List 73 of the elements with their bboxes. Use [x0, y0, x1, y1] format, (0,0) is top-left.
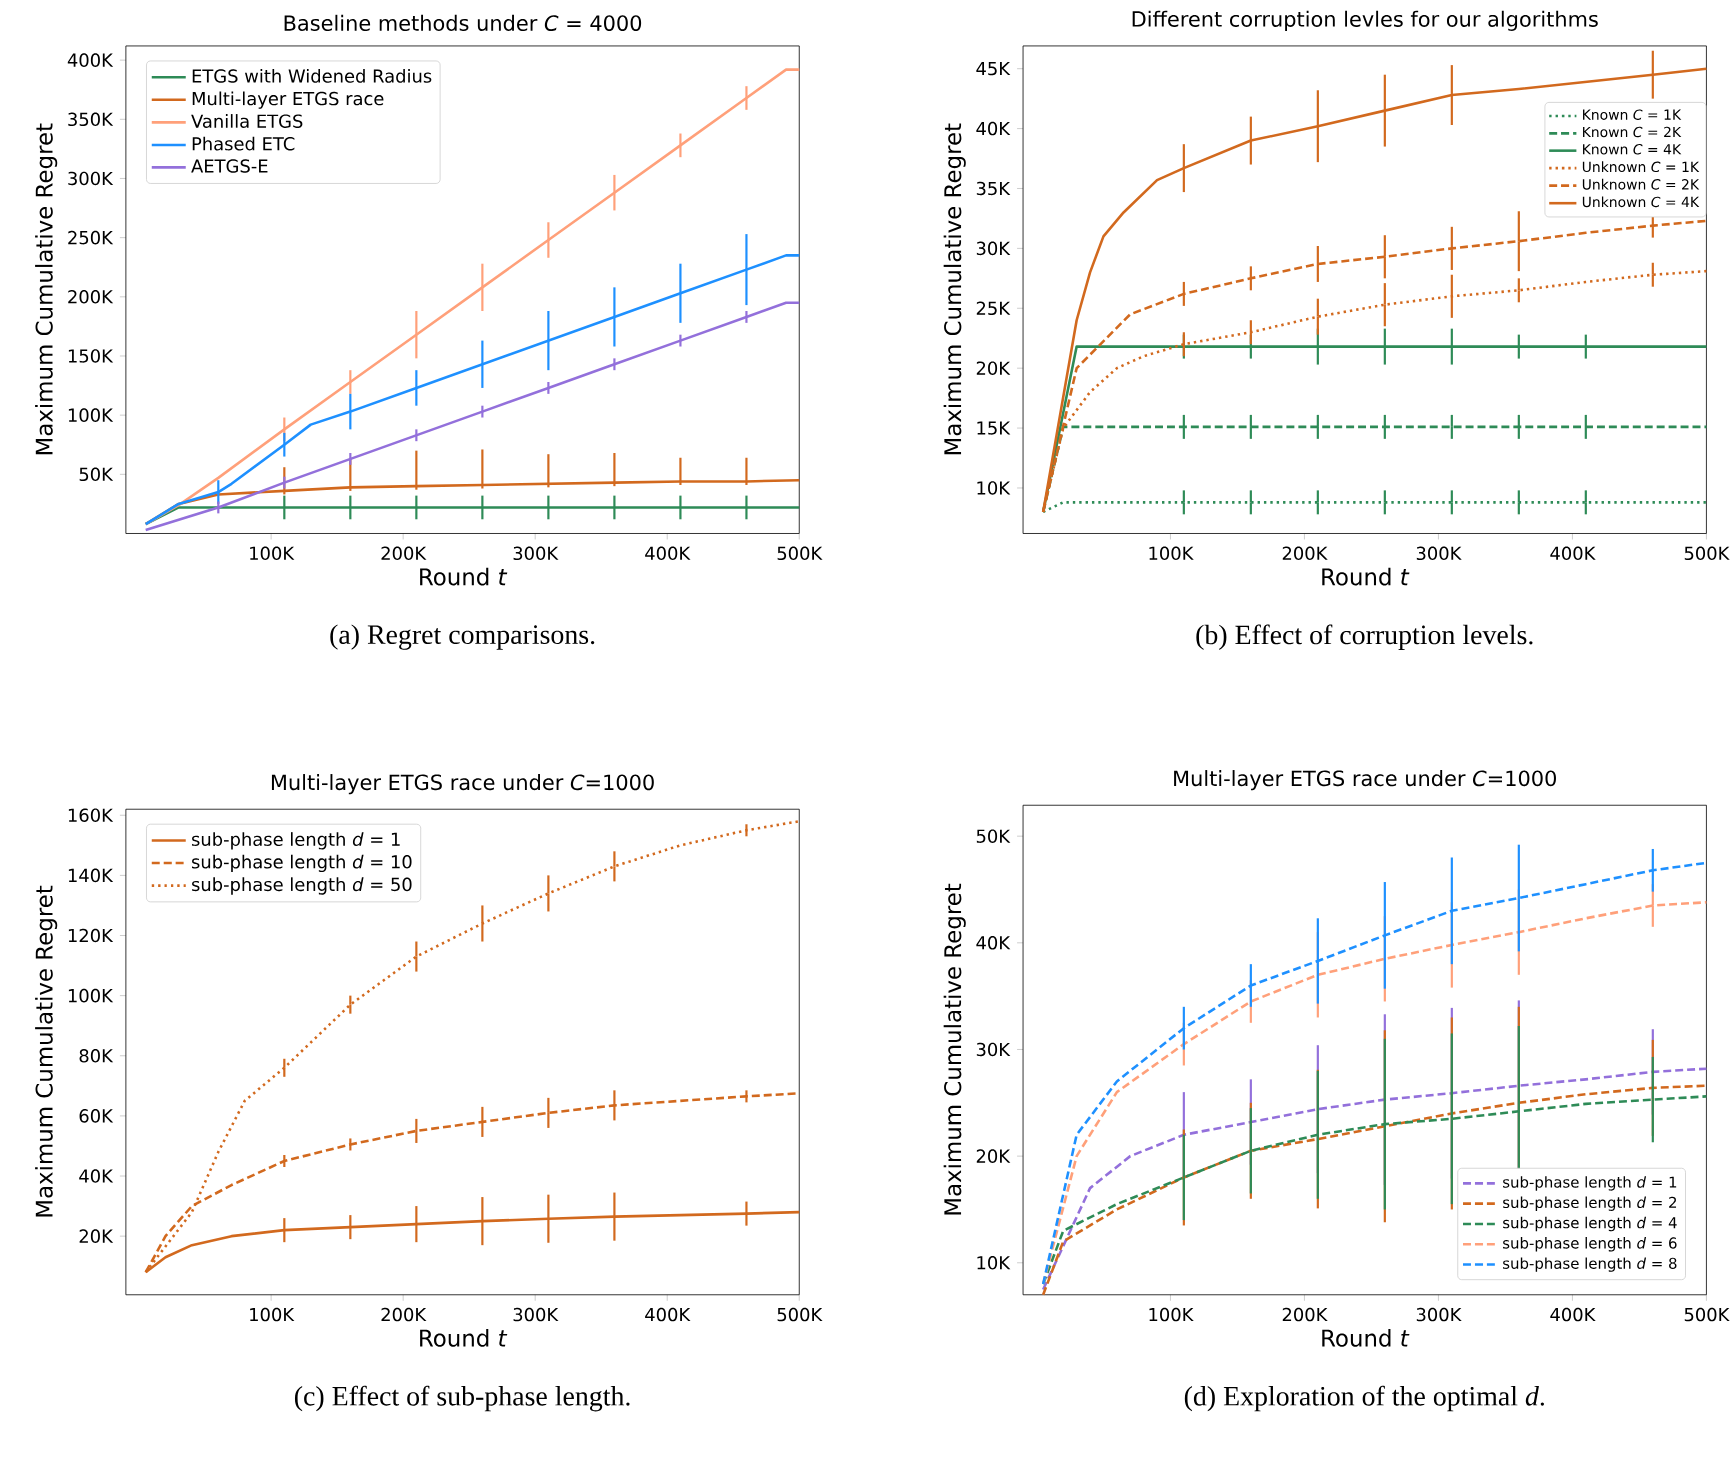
x-tick-label: 200K: [381, 1307, 427, 1322]
y-tick-label: 100K: [68, 408, 114, 422]
chart-title: Multi-layer ETGS race under C=1000: [271, 773, 654, 794]
x-tick-label: 500K: [777, 546, 823, 560]
y-tick-label: 300K: [68, 171, 114, 185]
x-tick-label: 200K: [1282, 1307, 1328, 1322]
y-tick-label: 50K: [976, 829, 1011, 843]
x-axis-title: Round t: [420, 1328, 508, 1347]
y-tick-label: 40K: [976, 935, 1011, 950]
y-tick-label: 160K: [68, 808, 114, 822]
x-tick-label: 300K: [1416, 1307, 1462, 1322]
x-axis-title: Round t: [1322, 567, 1410, 586]
y-tick-label: 35K: [976, 181, 1011, 195]
x-tick-label: 400K: [1550, 546, 1596, 560]
legend-label: Multi-layer ETGS race: [192, 91, 384, 109]
x-axis-title: Round t: [420, 567, 508, 586]
x-tick-label: 400K: [1550, 1307, 1596, 1322]
y-tick-label: 80K: [79, 1048, 114, 1063]
y-tick-label: 10K: [977, 1255, 1011, 1270]
y-axis-title: Maximum Cumulative Regret: [35, 123, 58, 454]
x-tick-label: 100K: [250, 546, 295, 560]
text: (c) Effect of sub-phase length.: [294, 1385, 630, 1412]
legend-label: ETGS with Widened Radius: [192, 68, 432, 83]
x-tick-label: 200K: [1282, 546, 1328, 560]
y-tick-label: 15K: [977, 421, 1011, 435]
y-tick-label: 150K: [68, 348, 114, 363]
x-axis-title: Round t: [1322, 1328, 1410, 1347]
x-tick-label: 400K: [645, 1307, 691, 1322]
x-tick-label: 300K: [1416, 546, 1462, 560]
chart-title: Different corruption levles for our algorithms: [1132, 10, 1598, 31]
legend-label: sub-phase length d = 10: [191, 854, 412, 872]
y-tick-label: 100K: [68, 988, 114, 1003]
y-tick-label: 10K: [977, 480, 1011, 495]
y-tick-label: 20K: [976, 1149, 1011, 1163]
y-tick-label: 140K: [68, 868, 114, 882]
y-tick-label: 50K: [79, 467, 114, 481]
y-tick-label: 400K: [67, 53, 114, 67]
x-tick-label: 500K: [1684, 1307, 1730, 1322]
x-tick-label: 100K: [1149, 1307, 1194, 1322]
x-tick-label: 400K: [645, 546, 691, 560]
y-tick-label: 20K: [976, 361, 1011, 375]
legend-label: sub-phase length d = 50: [191, 876, 412, 895]
legend-label: Phased ETC: [192, 136, 295, 151]
chart-title: Multi-layer ETGS race under C=1000: [1174, 769, 1556, 790]
text: (b) Effect of corruption levels.: [1196, 624, 1533, 650]
legend-label: AETGS-E: [191, 158, 268, 173]
y-tick-label: 40K: [79, 1168, 114, 1183]
y-tick-label: 60K: [79, 1108, 114, 1123]
y-axis-title: Maximum Cumulative Regret: [943, 883, 966, 1215]
y-tick-label: 30K: [976, 1042, 1011, 1056]
y-axis-title: Maximum Cumulative Regret: [943, 123, 966, 454]
text: (d) Exploration of the optimal d.: [1184, 1385, 1544, 1411]
x-tick-label: 300K: [513, 1307, 559, 1322]
y-tick-label: 40K: [976, 121, 1011, 136]
y-tick-label: 200K: [68, 289, 114, 304]
y-tick-label: 20K: [79, 1229, 114, 1243]
y-tick-label: 120K: [68, 928, 114, 942]
y-tick-label: 45K: [976, 61, 1011, 76]
x-tick-label: 100K: [1149, 546, 1194, 560]
legend-label: Vanilla ETGS: [191, 113, 303, 128]
x-tick-label: 300K: [513, 546, 559, 560]
x-tick-label: 500K: [1684, 546, 1730, 560]
y-axis-title: Maximum Cumulative Regret: [35, 885, 58, 1217]
text: (a) Regret comparisons.: [330, 624, 595, 650]
y-tick-label: 30K: [976, 241, 1011, 255]
x-tick-label: 500K: [777, 1307, 823, 1322]
legend-label: sub-phase length d = 1: [191, 831, 400, 850]
x-tick-label: 200K: [381, 546, 427, 560]
y-tick-label: 25K: [976, 301, 1011, 315]
y-tick-label: 350K: [68, 112, 114, 126]
x-tick-label: 100K: [250, 1307, 295, 1322]
chart-title: Baseline methods under C = 4000: [284, 14, 642, 31]
y-tick-label: 250K: [68, 230, 114, 245]
